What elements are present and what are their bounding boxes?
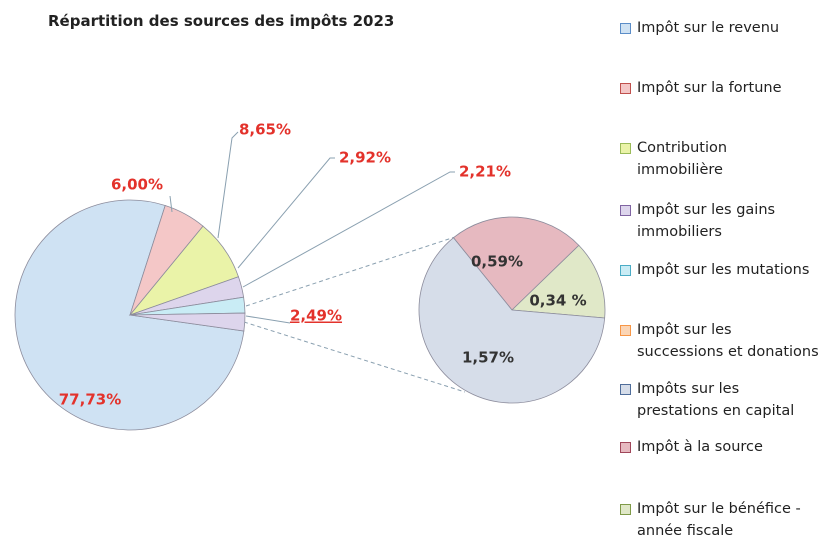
- chart-title: Répartition des sources des impôts 2023: [48, 12, 395, 30]
- pie-slice: [452, 216, 580, 311]
- legend-swatch: [620, 23, 631, 34]
- legend-item: Impôt sur les successions et donations: [620, 319, 820, 363]
- leader-line: [169, 195, 173, 213]
- legend-label: Impôts sur les prestations en capital: [637, 381, 795, 419]
- legend-item: Impôt sur le bénéfice - année fiscale: [620, 498, 820, 542]
- legend-item: Impôt sur le revenu: [620, 17, 820, 39]
- legend-swatch: [620, 442, 631, 453]
- data-label: 2,21%: [459, 163, 511, 181]
- data-label: 1,57%: [462, 349, 514, 367]
- legend-item: Impôts sur les prestations en capital: [620, 378, 820, 422]
- legend-label: Impôt sur les successions et donations: [637, 322, 819, 360]
- legend-label: Impôt sur le revenu: [637, 20, 780, 36]
- legend-label: Impôt sur les gains immobiliers: [637, 202, 776, 240]
- leader-line: [237, 157, 335, 269]
- data-label: 6,00%: [111, 176, 163, 194]
- legend-swatch: [620, 143, 631, 154]
- pie-slice: [14, 199, 245, 431]
- pie-slice: [129, 312, 246, 332]
- data-label: 0,59%: [471, 253, 523, 271]
- pie-slice: [511, 244, 606, 319]
- legend-swatch: [620, 384, 631, 395]
- legend-label: Contribution immobilière: [637, 140, 728, 178]
- legend-swatch: [620, 265, 631, 276]
- legend-swatch: [620, 83, 631, 94]
- connector: [243, 321, 466, 393]
- legend-label: Impôt à la source: [637, 439, 763, 455]
- legend-item: Contribution immobilière: [620, 137, 770, 181]
- legend-swatch: [620, 325, 631, 336]
- legend-swatch: [620, 504, 631, 515]
- legend-label: Impôt sur la fortune: [637, 80, 782, 96]
- legend-item: Impôt à la source: [620, 436, 820, 458]
- leader-line: [242, 171, 455, 288]
- legend-label: Impôt sur les mutations: [637, 262, 810, 278]
- data-label: 2,92%: [339, 149, 391, 167]
- leader-line: [245, 315, 291, 324]
- pie-slice: [418, 237, 606, 404]
- data-label: 0,34 %: [529, 292, 586, 310]
- leader-line: [217, 131, 239, 239]
- legend-item: Impôt sur la fortune: [620, 77, 820, 99]
- data-label: 77,73%: [59, 391, 121, 409]
- legend-item: Impôt sur les mutations: [620, 259, 820, 281]
- legend-label: Impôt sur le bénéfice - année fiscale: [637, 501, 801, 539]
- legend-item: Impôt sur les gains immobiliers: [620, 199, 820, 243]
- legend-swatch: [620, 205, 631, 216]
- connector: [245, 231, 471, 307]
- data-label: 8,65%: [239, 121, 291, 139]
- data-label: 2,49%: [290, 307, 342, 325]
